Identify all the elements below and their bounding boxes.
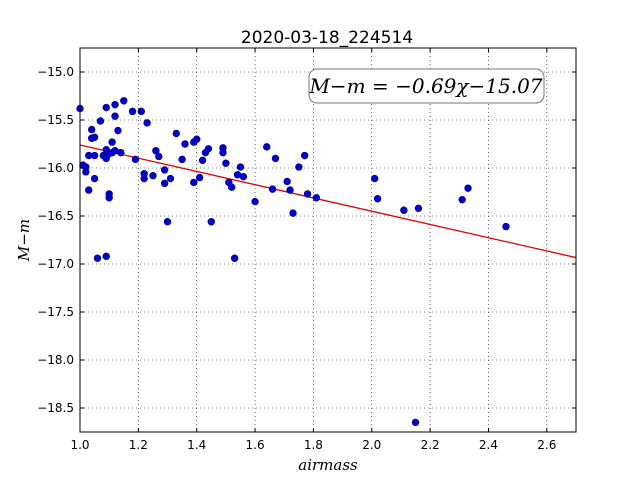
data-point bbox=[289, 209, 297, 217]
data-point bbox=[90, 133, 99, 141]
x-axis-label: airmass bbox=[298, 456, 358, 474]
data-point bbox=[140, 174, 148, 183]
data-point bbox=[400, 206, 408, 214]
annotation-text: M−m = −0.69χ−15.07 bbox=[308, 74, 542, 98]
x-tick-label: 1.8 bbox=[304, 438, 323, 452]
data-point bbox=[207, 218, 215, 226]
data-point bbox=[414, 204, 423, 213]
data-point bbox=[149, 171, 157, 180]
data-point bbox=[82, 163, 90, 171]
data-point bbox=[411, 418, 420, 427]
data-point bbox=[108, 138, 116, 146]
y-tick-label: −17.0 bbox=[37, 257, 74, 271]
data-point bbox=[111, 100, 119, 109]
x-tick-label: 2.6 bbox=[537, 438, 556, 452]
data-point bbox=[93, 254, 102, 262]
data-point bbox=[373, 195, 382, 203]
data-point bbox=[178, 155, 186, 164]
fit-annotation: M−m = −0.69χ−15.07 bbox=[308, 68, 545, 104]
x-tick-label: 1.0 bbox=[70, 438, 89, 452]
x-tick-label: 2.4 bbox=[479, 438, 498, 452]
data-point bbox=[85, 186, 93, 194]
x-tick-label: 2.0 bbox=[362, 438, 381, 452]
axis-ticks: 1.0 1.2 1.4 1.6 1.8 2.0 2.2 2.4 2.6 −15.0 −15.5 −16… bbox=[37, 48, 576, 452]
data-point bbox=[303, 190, 312, 198]
data-point bbox=[128, 107, 137, 116]
data-point bbox=[195, 173, 204, 182]
data-point bbox=[166, 174, 175, 183]
y-tick-label: −18.0 bbox=[37, 353, 74, 367]
data-point bbox=[102, 103, 110, 112]
data-point bbox=[502, 222, 510, 231]
data-point bbox=[263, 143, 271, 151]
data-point bbox=[90, 174, 99, 183]
data-point bbox=[163, 218, 172, 226]
data-point bbox=[190, 178, 198, 187]
x-tick-label: 1.4 bbox=[187, 438, 206, 452]
annotation-box bbox=[308, 68, 545, 104]
data-point bbox=[271, 154, 280, 163]
data-point bbox=[228, 183, 236, 191]
data-point bbox=[236, 163, 245, 171]
data-point bbox=[312, 194, 321, 202]
y-tick-label: −16.0 bbox=[37, 161, 74, 175]
fit-line-group bbox=[79, 144, 577, 259]
data-point bbox=[370, 174, 379, 183]
fit-line bbox=[79, 144, 577, 259]
x-tick-label: 1.6 bbox=[246, 438, 265, 452]
data-point bbox=[239, 172, 248, 181]
data-point bbox=[198, 156, 207, 165]
data-point bbox=[458, 195, 466, 204]
y-axis-label: M−m bbox=[15, 219, 33, 262]
data-point bbox=[181, 140, 189, 148]
x-tick-label: 1.2 bbox=[129, 438, 148, 452]
chart-title: 2020-03-18_224514 bbox=[241, 28, 413, 48]
data-point bbox=[143, 119, 151, 127]
data-points bbox=[76, 97, 510, 427]
y-tick-label: −15.0 bbox=[37, 65, 74, 79]
data-point bbox=[295, 163, 303, 171]
data-point bbox=[102, 252, 110, 261]
data-point bbox=[193, 135, 201, 143]
data-point bbox=[96, 117, 105, 125]
data-point bbox=[105, 190, 113, 198]
data-point bbox=[300, 151, 309, 160]
data-point bbox=[204, 145, 213, 153]
y-tick-label: −17.5 bbox=[37, 305, 74, 319]
data-point bbox=[464, 184, 472, 192]
y-tick-label: −16.5 bbox=[37, 209, 74, 223]
grid bbox=[79, 48, 576, 432]
data-point bbox=[152, 147, 160, 155]
data-point bbox=[87, 125, 96, 134]
data-point bbox=[286, 186, 294, 194]
data-point bbox=[137, 107, 145, 116]
data-point bbox=[131, 155, 140, 164]
x-tick-label: 2.2 bbox=[421, 438, 440, 452]
data-point bbox=[283, 177, 291, 186]
data-point bbox=[251, 197, 259, 206]
data-point bbox=[155, 152, 163, 161]
data-point bbox=[160, 166, 169, 174]
y-tick-label: −18.5 bbox=[37, 401, 74, 415]
data-point bbox=[268, 185, 277, 193]
data-point bbox=[230, 254, 239, 262]
plot-frame bbox=[79, 47, 577, 433]
y-tick-label: −15.5 bbox=[37, 113, 74, 127]
data-point bbox=[111, 112, 119, 120]
data-point bbox=[160, 179, 169, 188]
data-point bbox=[90, 151, 99, 160]
data-point bbox=[114, 126, 122, 135]
data-point bbox=[222, 159, 230, 167]
data-point bbox=[120, 97, 128, 105]
data-point bbox=[172, 129, 180, 138]
data-point bbox=[219, 148, 227, 157]
data-point bbox=[117, 148, 125, 157]
